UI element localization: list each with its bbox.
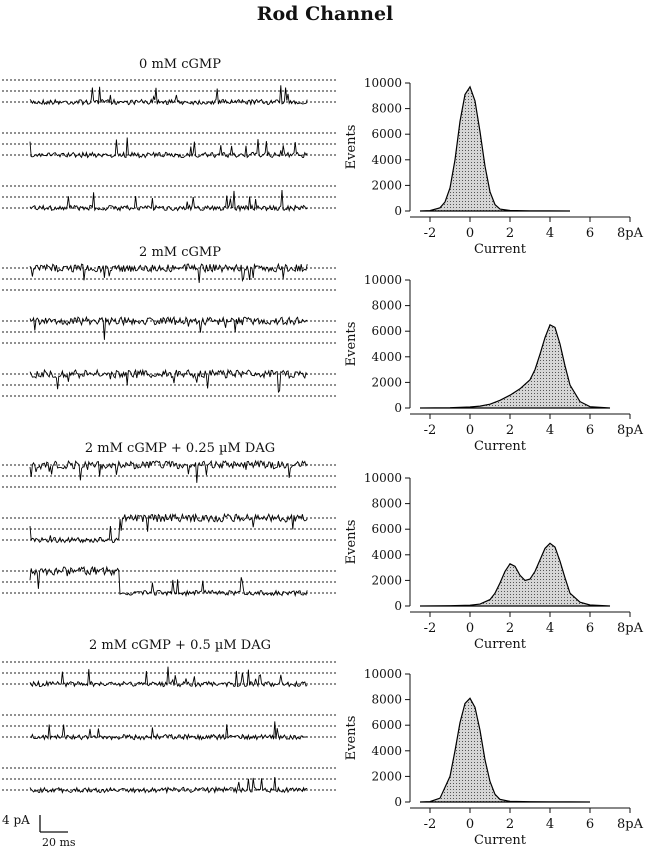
x-tick-label: 8pA bbox=[617, 621, 644, 636]
y-tick-label: 0 bbox=[394, 401, 402, 415]
y-tick-label: 10000 bbox=[364, 76, 402, 90]
y-tick-label: 10000 bbox=[364, 471, 402, 485]
current-trace bbox=[29, 666, 308, 688]
y-tick-label: 6000 bbox=[371, 324, 402, 338]
x-tick-label: 6 bbox=[586, 817, 594, 832]
x-tick-label: 8pA bbox=[617, 817, 644, 832]
y-tick-label: 10000 bbox=[364, 273, 402, 287]
histogram-2: 0 2000 4000 6000 8000 10000 -2 0 2 4 6 8pA Events Cur… bbox=[344, 471, 644, 652]
current-trace bbox=[29, 189, 308, 213]
x-tick-label: 6 bbox=[586, 423, 594, 438]
current-trace bbox=[29, 262, 308, 283]
y-tick-label: 6000 bbox=[371, 522, 402, 536]
x-tick-label: 2 bbox=[506, 621, 514, 636]
y-axis-label: Events bbox=[344, 716, 359, 761]
y-axis-label: Events bbox=[344, 322, 359, 367]
x-tick-label: 4 bbox=[546, 226, 554, 241]
scale-bar: 4 pA 20 ms bbox=[2, 813, 76, 849]
condition-title-3: 2 mM cGMP + 0.5 µM DAG bbox=[89, 638, 271, 653]
x-tick-label: 0 bbox=[466, 226, 474, 241]
y-tick-label: 6000 bbox=[371, 127, 402, 141]
histogram-area bbox=[419, 697, 591, 803]
x-tick-label: 8pA bbox=[617, 226, 644, 241]
current-trace bbox=[29, 85, 308, 106]
condition-title-1: 2 mM cGMP bbox=[139, 245, 221, 260]
current-trace bbox=[29, 777, 308, 795]
y-tick-label: 4000 bbox=[371, 153, 402, 167]
histogram-3: 0 2000 4000 6000 8000 10000 -2 0 2 4 6 8pA Events Cur… bbox=[344, 667, 644, 848]
y-tick-label: 2000 bbox=[371, 375, 402, 389]
current-trace bbox=[29, 315, 308, 340]
x-tick-label: 2 bbox=[506, 423, 514, 438]
current-trace bbox=[29, 137, 308, 159]
y-tick-label: 8000 bbox=[371, 299, 402, 313]
x-tick-label: 2 bbox=[506, 226, 514, 241]
current-trace bbox=[29, 512, 308, 544]
histogram-area bbox=[419, 85, 571, 212]
y-axis-label: Events bbox=[344, 125, 359, 170]
x-tick-label: -2 bbox=[424, 226, 437, 241]
y-tick-label: 4000 bbox=[371, 350, 402, 364]
y-tick-label: 0 bbox=[394, 599, 402, 613]
x-tick-label: 0 bbox=[466, 817, 474, 832]
y-tick-label: 8000 bbox=[371, 693, 402, 707]
x-tick-label: -2 bbox=[424, 817, 437, 832]
y-tick-label: 2000 bbox=[371, 769, 402, 783]
current-trace bbox=[29, 368, 308, 394]
x-tick-label: 4 bbox=[546, 423, 554, 438]
x-tick-label: -2 bbox=[424, 621, 437, 636]
y-tick-label: 4000 bbox=[371, 744, 402, 758]
scale-bar-time-label: 20 ms bbox=[42, 836, 76, 849]
y-axis-label: Events bbox=[344, 520, 359, 565]
current-trace bbox=[29, 565, 308, 598]
scale-bar-current-label: 4 pA bbox=[2, 813, 30, 827]
x-tick-label: -2 bbox=[424, 423, 437, 438]
x-axis-label: Current bbox=[474, 439, 527, 454]
x-tick-label: 6 bbox=[586, 621, 594, 636]
y-tick-label: 2000 bbox=[371, 573, 402, 587]
y-tick-label: 0 bbox=[394, 204, 402, 218]
x-tick-label: 0 bbox=[466, 423, 474, 438]
x-tick-label: 8pA bbox=[617, 423, 644, 438]
condition-title-2: 2 mM cGMP + 0.25 µM DAG bbox=[84, 441, 276, 456]
x-tick-label: 4 bbox=[546, 621, 554, 636]
x-tick-label: 2 bbox=[506, 817, 514, 832]
histogram-0: 0 2000 4000 6000 8000 10000 -2 0 2 4 6 8pA Events Cur… bbox=[344, 76, 644, 257]
x-tick-label: 6 bbox=[586, 226, 594, 241]
histogram-area bbox=[419, 323, 611, 409]
y-tick-label: 6000 bbox=[371, 718, 402, 732]
y-tick-label: 10000 bbox=[364, 667, 402, 681]
x-axis-label: Current bbox=[474, 637, 527, 652]
y-tick-label: 8000 bbox=[371, 497, 402, 511]
x-axis-label: Current bbox=[474, 242, 527, 257]
histogram-area bbox=[419, 542, 611, 607]
x-axis-label: Current bbox=[474, 833, 527, 848]
y-tick-label: 2000 bbox=[371, 178, 402, 192]
condition-title-0: 0 mM cGMP bbox=[139, 57, 221, 72]
y-tick-label: 0 bbox=[394, 795, 402, 809]
y-tick-label: 8000 bbox=[371, 102, 402, 116]
histogram-1: 0 2000 4000 6000 8000 10000 -2 0 2 4 6 8pA Events Cur… bbox=[344, 273, 644, 454]
x-tick-label: 0 bbox=[466, 621, 474, 636]
current-trace bbox=[29, 721, 308, 741]
traces-layer bbox=[2, 79, 337, 795]
figure-title: Rod Channel bbox=[256, 3, 394, 25]
y-tick-label: 4000 bbox=[371, 548, 402, 562]
current-trace bbox=[29, 459, 308, 483]
x-tick-label: 4 bbox=[546, 817, 554, 832]
